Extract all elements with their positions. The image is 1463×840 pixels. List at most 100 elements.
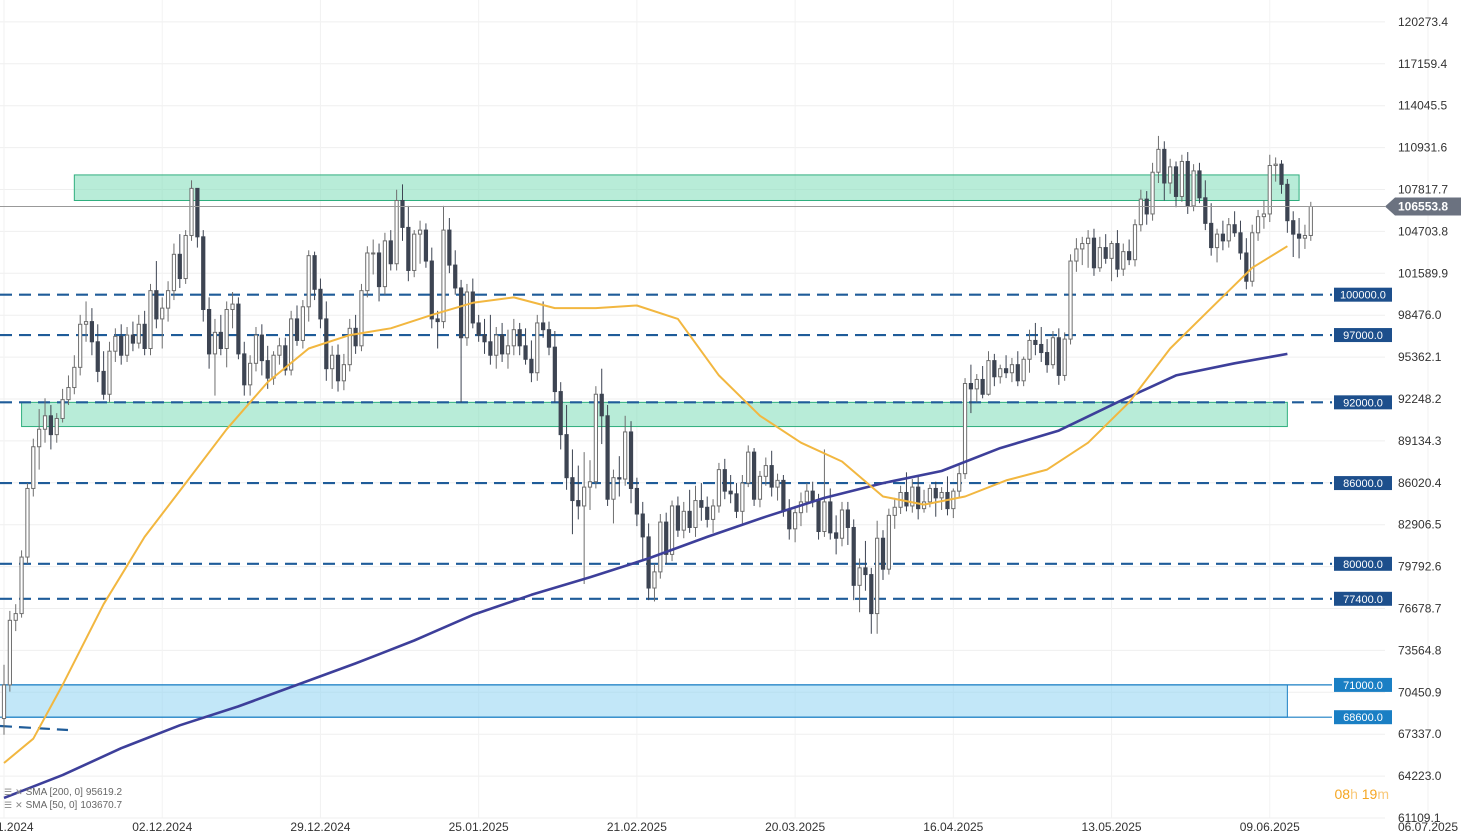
candle-body — [1097, 247, 1102, 269]
y-tick-label: 82906.5 — [1398, 518, 1442, 532]
candle-body — [611, 477, 616, 500]
candle-body — [248, 362, 253, 386]
candle-body — [72, 366, 77, 389]
candle-body — [154, 290, 159, 320]
candle-body — [810, 490, 815, 502]
candle-body — [400, 199, 405, 228]
candle-body — [1021, 358, 1026, 382]
zone-rect — [3, 684, 1288, 718]
candle-body — [124, 334, 130, 356]
candle-body — [658, 521, 663, 573]
list-icon[interactable]: ☰ — [4, 800, 13, 810]
legend-row-sma200[interactable]: ☰ ✕ SMA [200, 0] 95619.2 — [4, 786, 122, 799]
candle-body — [435, 318, 440, 323]
candle-body — [582, 486, 587, 507]
candle-body — [775, 479, 780, 488]
candle-body — [699, 500, 704, 508]
candle-body — [511, 329, 516, 347]
candle-body — [634, 487, 640, 515]
candle-body — [986, 360, 991, 395]
list-icon[interactable]: ☰ — [4, 787, 13, 797]
candle-body — [1103, 247, 1108, 259]
candle-body — [394, 199, 399, 265]
levels-layer — [0, 293, 1332, 732]
candle-body — [1250, 232, 1255, 282]
candle-body — [31, 446, 36, 489]
candle-body — [89, 321, 95, 343]
candle-body — [458, 287, 464, 339]
candle-body — [1261, 213, 1267, 218]
candle-body — [1168, 166, 1173, 184]
legend-value-sma200: 95619.2 — [85, 787, 123, 798]
candle-body — [294, 318, 300, 341]
candle-body — [453, 264, 458, 289]
legend-row-sma50[interactable]: ☰ ✕ SMA [50, 0] 103670.7 — [4, 799, 122, 812]
candle-body — [1279, 163, 1284, 185]
candle-body — [728, 490, 733, 495]
candle-body — [869, 574, 874, 615]
x-tick-label: 25.01.2025 — [449, 820, 509, 834]
x-tick-label: 09.06.2025 — [1240, 820, 1300, 834]
candle-body — [412, 233, 417, 271]
candle-body — [406, 226, 411, 271]
candle-body — [1132, 224, 1138, 261]
candle-body — [834, 532, 839, 539]
candle-body — [242, 353, 247, 386]
candle-body — [822, 501, 827, 533]
candle-body — [60, 399, 65, 419]
candle-body — [119, 335, 124, 356]
y-tick-label: 76678.7 — [1398, 601, 1442, 615]
y-tick-label: 110931.6 — [1398, 141, 1447, 155]
candle-body — [183, 234, 188, 280]
candle-body — [968, 382, 974, 390]
candle-body — [54, 417, 59, 436]
candle-body — [746, 451, 751, 484]
close-icon[interactable]: ✕ — [15, 800, 23, 810]
close-icon[interactable]: ✕ — [15, 787, 23, 797]
candle-body — [828, 501, 833, 534]
candle-body — [206, 308, 212, 355]
candle-body — [335, 354, 341, 382]
level-label: 92000.0 — [1343, 397, 1383, 409]
candle-body — [42, 415, 48, 430]
candle-body — [1232, 224, 1237, 234]
candle-body — [1244, 252, 1249, 282]
legend-label-sma200: SMA [200, 0] — [25, 787, 83, 798]
candle-body — [347, 327, 352, 366]
candle-body — [25, 487, 30, 558]
candle-body — [974, 378, 979, 390]
candle-body — [429, 260, 434, 320]
candle-body — [388, 240, 393, 265]
current-price-label: 106553.8 — [1398, 199, 1448, 213]
candle-body — [1285, 183, 1290, 222]
level-label-bg — [1334, 395, 1392, 410]
candle-body — [1109, 243, 1114, 259]
candle-body — [1091, 237, 1097, 269]
candle-body — [1039, 343, 1044, 354]
candle-body — [552, 346, 557, 393]
candle-body — [880, 537, 886, 570]
candle-body — [95, 341, 100, 372]
candle-body — [1197, 170, 1202, 199]
candle-body — [705, 506, 710, 520]
candles-layer — [1, 135, 1313, 735]
candle-body — [236, 303, 241, 355]
candle-body — [857, 567, 862, 586]
candle-body — [1003, 368, 1009, 374]
candle-body — [83, 321, 89, 325]
candle-body — [687, 510, 692, 528]
level-label: 80000.0 — [1343, 559, 1383, 571]
timer-minutes: 19 — [1361, 786, 1378, 802]
candle-body — [863, 567, 868, 576]
candle-body — [1044, 352, 1050, 366]
candle-body — [212, 331, 218, 355]
candle-body — [224, 308, 229, 350]
y-tick-label: 104703.8 — [1398, 224, 1448, 238]
candle-body — [195, 187, 200, 238]
candle-body — [66, 387, 71, 401]
candle-body — [716, 469, 722, 507]
candle-body — [763, 465, 768, 477]
candle-body — [283, 345, 288, 371]
candle-body — [957, 473, 962, 492]
